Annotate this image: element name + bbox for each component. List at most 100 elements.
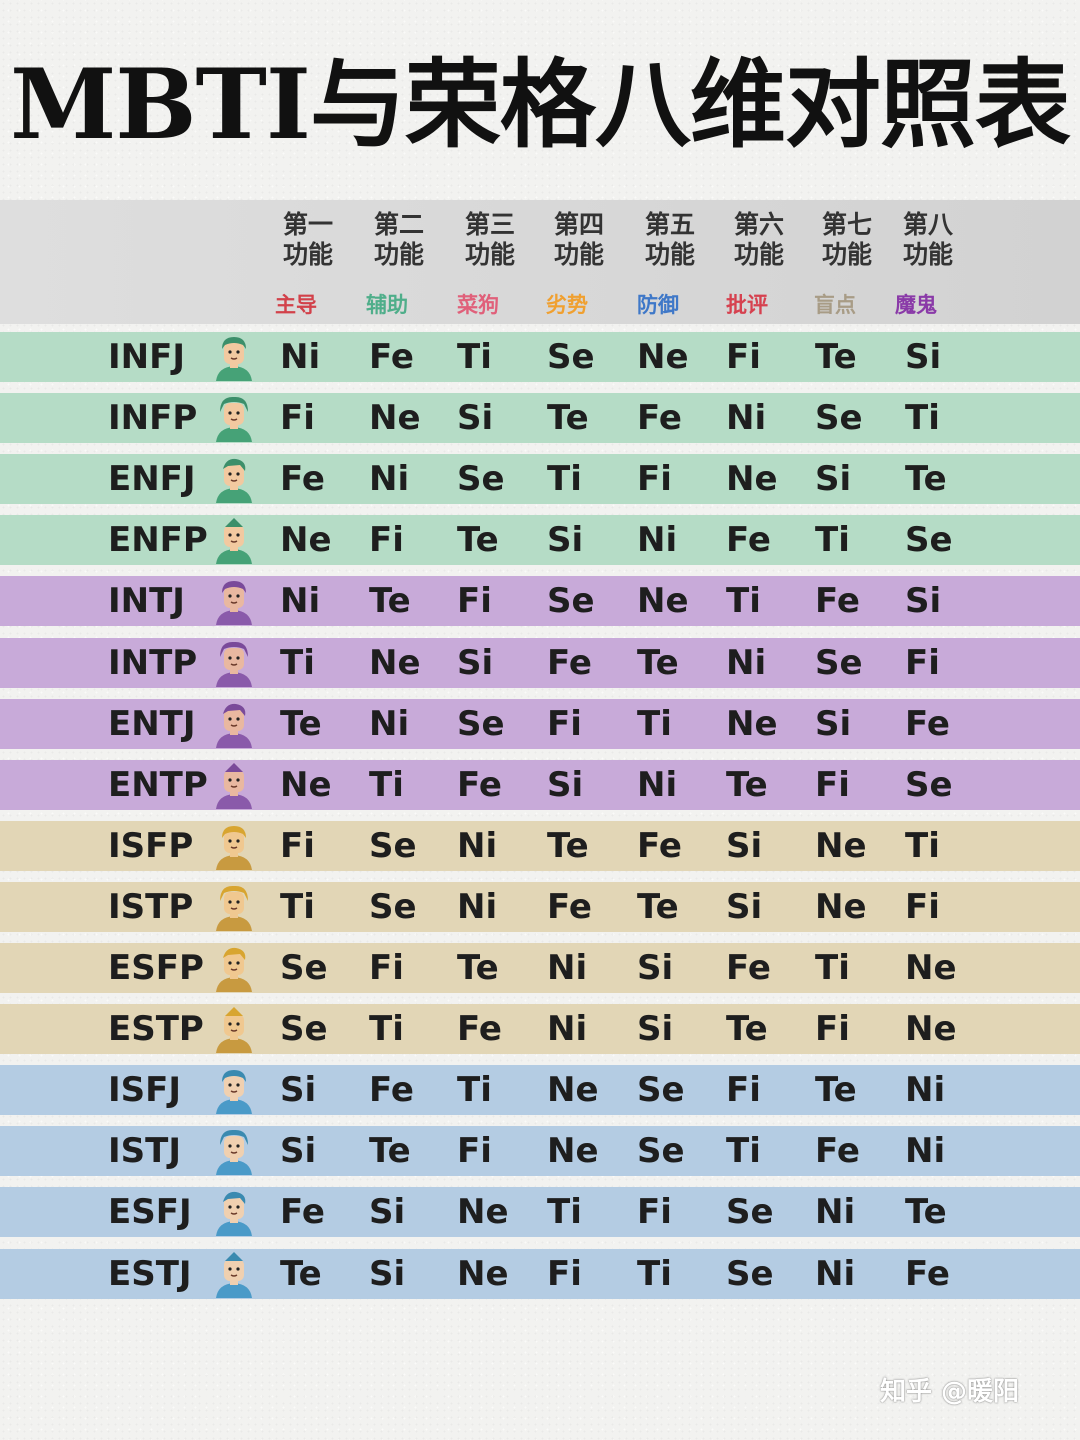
function-cell: Fi: [815, 1009, 850, 1049]
table-row-intp: INTP Ti Ne Si Fe Te Ni Se Fi: [0, 638, 1080, 688]
mbti-type-label: ENFJ: [108, 459, 196, 499]
function-cell: Ti: [815, 520, 850, 560]
column-header-2: 第二 功能: [354, 210, 444, 270]
function-cell: Ti: [726, 581, 761, 621]
function-cell: Ne: [457, 1254, 509, 1294]
function-cell: Ti: [280, 887, 315, 927]
mbti-type-label: INFP: [108, 398, 198, 438]
column-role-4: 劣势: [546, 293, 588, 317]
function-cell: Ni: [637, 765, 678, 805]
function-cell: Fi: [457, 581, 492, 621]
function-cell: Te: [815, 1070, 857, 1110]
column-role-3: 菜狗: [457, 293, 499, 317]
mbti-type-label: ESFP: [108, 948, 204, 988]
character-avatar-icon: [210, 1188, 258, 1236]
function-cell: Ti: [637, 704, 672, 744]
column-header-7: 第七 功能: [802, 210, 892, 270]
function-cell: Fi: [547, 704, 582, 744]
watermark: 知乎 @暖阳: [880, 1377, 1020, 1407]
function-cell: Ti: [369, 1009, 404, 1049]
column-header-line1: 第八: [902, 210, 953, 239]
function-cell: Te: [726, 1009, 768, 1049]
function-cell: Se: [547, 337, 595, 377]
function-cell: Ti: [457, 1070, 492, 1110]
function-cell: Se: [637, 1131, 685, 1171]
function-cell: Ni: [280, 337, 321, 377]
function-cell: Fe: [280, 459, 325, 499]
function-cell: Ne: [280, 520, 332, 560]
function-cell: Ne: [905, 1009, 957, 1049]
column-header-line2: 功能: [282, 240, 333, 269]
page-title: MBTI与荣格八维对照表: [10, 48, 1071, 161]
character-avatar-icon: [210, 761, 258, 809]
function-cell: Si: [547, 520, 584, 560]
function-cell: Si: [815, 459, 852, 499]
table-row-isfp: ISFP Fi Se Ni Te Fe Si Ne Ti: [0, 821, 1080, 871]
function-cell: Ni: [815, 1254, 856, 1294]
function-cell: Ti: [905, 398, 940, 438]
column-header-5: 第五 功能: [625, 210, 715, 270]
column-header-line1: 第六: [733, 210, 784, 239]
function-cell: Se: [815, 398, 863, 438]
column-header-line1: 第一: [282, 210, 333, 239]
column-header-line1: 第四: [553, 210, 604, 239]
function-cell: Ni: [369, 704, 410, 744]
character-avatar-icon: [210, 944, 258, 992]
column-header-1: 第一 功能: [263, 210, 353, 270]
character-avatar-icon: [210, 883, 258, 931]
function-cell: Se: [547, 581, 595, 621]
function-cell: Fi: [726, 1070, 761, 1110]
function-cell: Se: [726, 1192, 774, 1232]
function-cell: Ni: [280, 581, 321, 621]
function-cell: Fe: [905, 1254, 950, 1294]
function-cell: Se: [280, 1009, 328, 1049]
function-cell: Fe: [726, 520, 771, 560]
function-cell: Si: [280, 1131, 317, 1171]
function-cell: Si: [905, 581, 942, 621]
function-cell: Ti: [637, 1254, 672, 1294]
function-cell: Si: [637, 1009, 674, 1049]
character-avatar-icon: [210, 577, 258, 625]
mbti-type-label: INTP: [108, 643, 198, 683]
column-role-7: 盲点: [814, 293, 856, 317]
function-cell: Te: [547, 826, 589, 866]
table-row-infj: INFJ Ni Fe Ti Se Ne Fi Te Si: [0, 332, 1080, 382]
function-cell: Si: [726, 826, 763, 866]
function-cell: Fe: [726, 948, 771, 988]
column-header-8: 第八 功能: [883, 210, 973, 270]
function-cell: Fi: [369, 520, 404, 560]
table-row-estj: ESTJ Te Si Ne Fi Ti Se Ni Fe: [0, 1249, 1080, 1299]
function-cell: Ni: [637, 520, 678, 560]
header-band: [0, 200, 1080, 324]
function-cell: Fe: [905, 704, 950, 744]
function-cell: Se: [369, 887, 417, 927]
function-cell: Ni: [457, 887, 498, 927]
mbti-type-label: ESTP: [108, 1009, 204, 1049]
column-header-line2: 功能: [373, 240, 424, 269]
function-cell: Se: [905, 520, 953, 560]
column-header-3: 第三 功能: [445, 210, 535, 270]
mbti-type-label: INFJ: [108, 337, 185, 377]
function-cell: Ni: [547, 1009, 588, 1049]
function-cell: Si: [815, 704, 852, 744]
function-cell: Fe: [637, 398, 682, 438]
table-row-enfp: ENFP Ne Fi Te Si Ni Fe Ti Se: [0, 515, 1080, 565]
function-cell: Ne: [280, 765, 332, 805]
column-header-line1: 第三: [464, 210, 515, 239]
function-cell: Te: [726, 765, 768, 805]
function-cell: Te: [369, 581, 411, 621]
table-row-esfp: ESFP Se Fi Te Ni Si Fe Ti Ne: [0, 943, 1080, 993]
character-avatar-icon: [210, 394, 258, 442]
function-cell: Si: [457, 643, 494, 683]
mbti-type-label: ENTJ: [108, 704, 196, 744]
function-cell: Se: [815, 643, 863, 683]
function-cell: Fe: [815, 1131, 860, 1171]
function-cell: Fi: [457, 1131, 492, 1171]
function-cell: Ni: [905, 1131, 946, 1171]
function-cell: Fi: [369, 948, 404, 988]
column-header-line1: 第七: [821, 210, 872, 239]
function-cell: Fe: [457, 1009, 502, 1049]
function-cell: Ti: [547, 459, 582, 499]
function-cell: Se: [369, 826, 417, 866]
function-cell: Ti: [280, 643, 315, 683]
